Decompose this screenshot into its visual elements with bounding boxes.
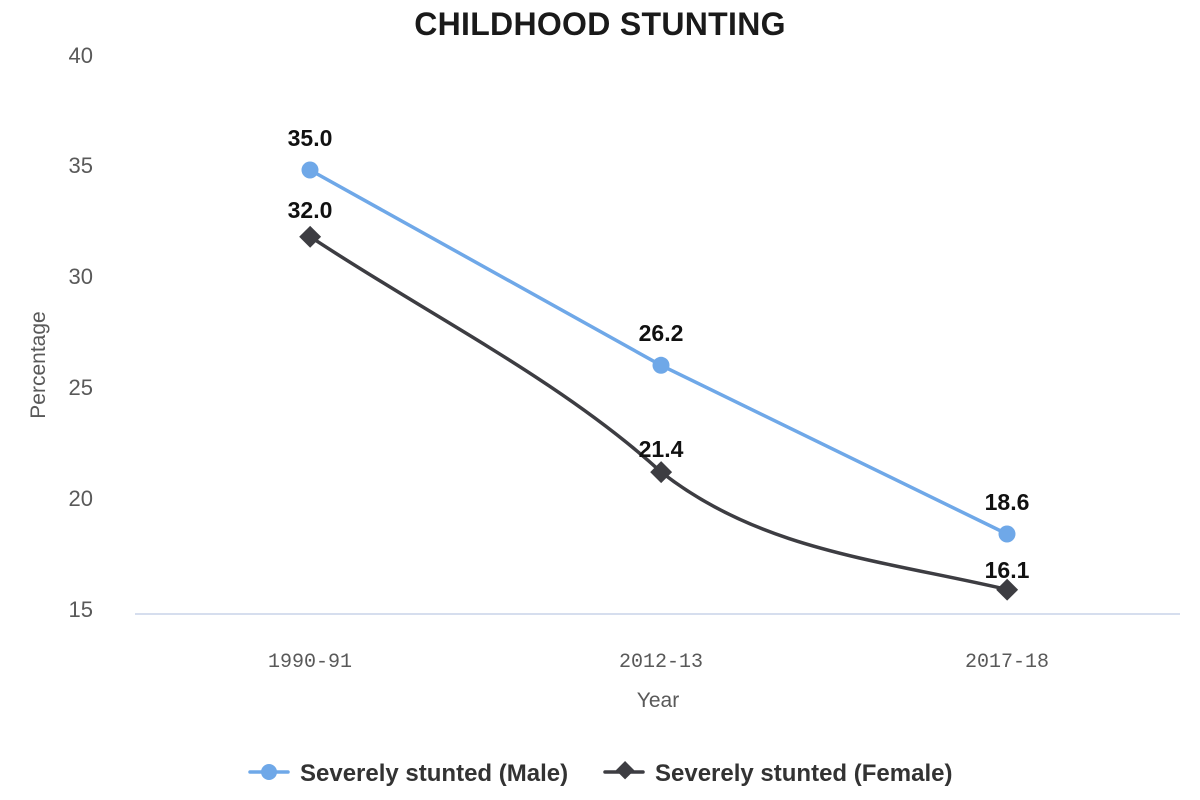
- svg-text:21.4: 21.4: [639, 436, 684, 462]
- svg-text:20: 20: [69, 486, 93, 511]
- svg-text:2012-13: 2012-13: [619, 651, 703, 674]
- svg-text:2017-18: 2017-18: [965, 651, 1049, 674]
- svg-text:32.0: 32.0: [288, 197, 333, 223]
- svg-text:30: 30: [69, 264, 93, 289]
- svg-text:35.0: 35.0: [288, 125, 333, 151]
- svg-text:Year: Year: [637, 689, 679, 712]
- svg-text:15: 15: [69, 597, 93, 622]
- svg-text:Severely stunted (Male): Severely stunted (Male): [300, 760, 568, 787]
- svg-text:26.2: 26.2: [639, 320, 684, 346]
- svg-text:35: 35: [69, 153, 93, 178]
- svg-text:16.1: 16.1: [985, 557, 1030, 583]
- svg-text:1990-91: 1990-91: [268, 651, 352, 674]
- svg-text:40: 40: [69, 43, 93, 68]
- svg-text:Severely stunted (Female): Severely stunted (Female): [655, 760, 952, 787]
- svg-text:25: 25: [69, 375, 93, 400]
- svg-text:18.6: 18.6: [985, 489, 1030, 515]
- svg-text:Percentage: Percentage: [27, 311, 50, 418]
